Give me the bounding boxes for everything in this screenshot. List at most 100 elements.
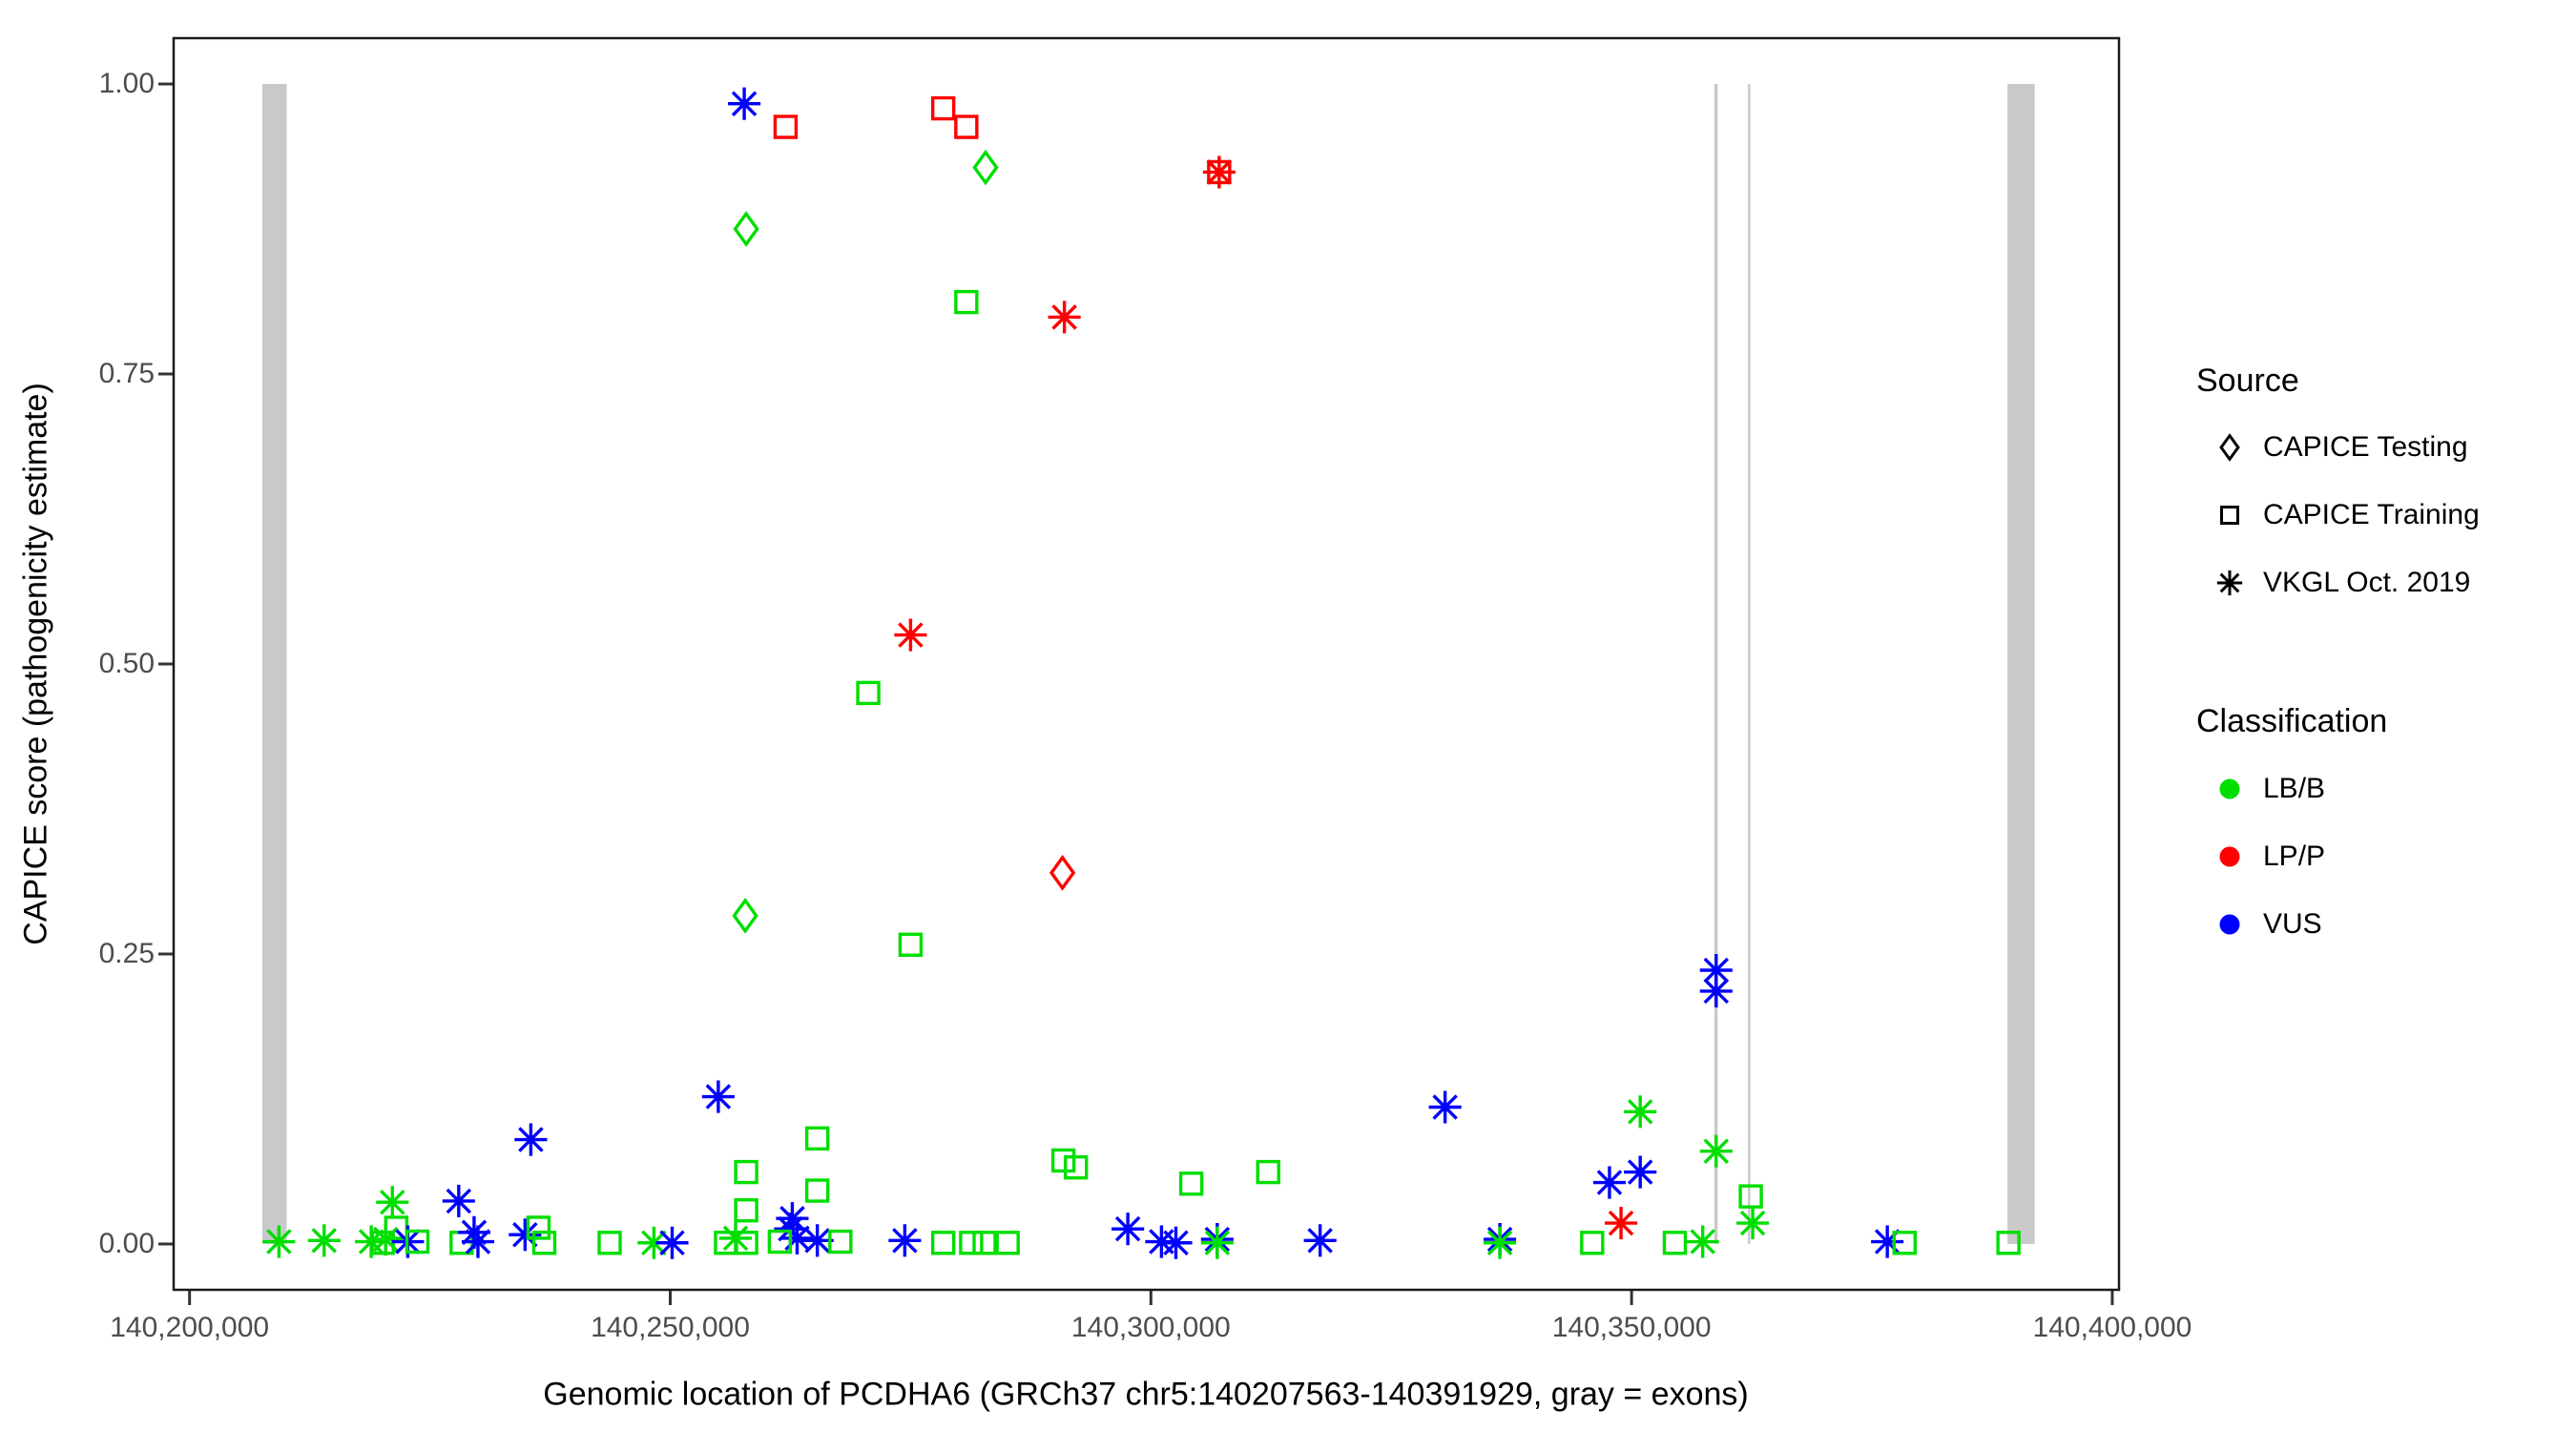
data-point (1303, 1224, 1337, 1257)
data-point (954, 289, 979, 315)
legend-item-asterisk: VKGL Oct. 2019 (2196, 549, 2480, 616)
asterisk-icon (2196, 562, 2263, 604)
data-point (728, 87, 761, 120)
x-tick-label: 140,350,000 (1551, 1312, 1712, 1343)
exon-band (2007, 84, 2035, 1244)
data-point (457, 1215, 490, 1249)
data-point (1428, 1090, 1462, 1124)
x-tick-label: 140,250,000 (591, 1312, 750, 1343)
data-point (1871, 1225, 1904, 1258)
data-point (972, 1231, 997, 1255)
square-icon (2196, 494, 2263, 536)
legend-item-label: CAPICE Training (2263, 498, 2480, 530)
data-point (733, 211, 759, 247)
legend-item-label: LB/B (2263, 772, 2326, 804)
legend-source-title: Source (2196, 363, 2299, 399)
data-point (930, 1231, 956, 1255)
exon-band (261, 84, 287, 1244)
data-point (262, 1225, 296, 1258)
data-point (1699, 1134, 1733, 1168)
data-point (1049, 855, 1076, 891)
y-tick-label: 0.00 (98, 1227, 155, 1259)
data-point (1738, 1184, 1763, 1209)
color-dot-icon (2196, 768, 2263, 810)
data-point (773, 114, 799, 139)
data-point (732, 898, 758, 934)
exon-band (1714, 84, 1718, 1244)
data-point (774, 1213, 807, 1246)
y-tick-label: 1.00 (98, 68, 155, 100)
data-point (898, 932, 924, 957)
data-point (1200, 1226, 1234, 1259)
data-point (1159, 1226, 1193, 1259)
data-point (954, 114, 979, 139)
color-dot-icon (2196, 836, 2263, 878)
data-point (1484, 1226, 1517, 1259)
data-point (734, 1198, 758, 1223)
legend-classification-items: LB/B LP/P VUS (2196, 755, 2325, 958)
exon-bands-layer (261, 84, 2035, 1244)
data-point (376, 1186, 409, 1219)
data-point (972, 149, 999, 186)
legend-item-label: CAPICE Testing (2263, 430, 2468, 463)
y-tick-label: 0.25 (98, 937, 155, 969)
legend-item-label: VUS (2263, 907, 2322, 940)
legend-item-vus: VUS (2196, 890, 2325, 958)
data-point (1624, 1155, 1657, 1189)
data-point (509, 1218, 542, 1252)
legend-item-square: CAPICE Training (2196, 481, 2480, 549)
data-point (1592, 1166, 1627, 1199)
legend-item-lpp: LP/P (2196, 822, 2325, 890)
data-point (856, 680, 881, 706)
y-axis-title: CAPICE score (pathogenicity estimate) (17, 383, 54, 945)
data-point (1699, 953, 1733, 987)
data-point (1892, 1231, 1917, 1255)
data-point (1111, 1213, 1145, 1246)
data-point (828, 1229, 853, 1255)
legend-item-lbb: LB/B (2196, 755, 2325, 822)
data-point (1580, 1231, 1605, 1255)
exon-band (1748, 84, 1751, 1244)
data-point (1604, 1207, 1638, 1240)
data-point (734, 1231, 758, 1255)
data-point (767, 1229, 793, 1255)
data-point (888, 1224, 922, 1257)
data-point (1686, 1225, 1719, 1258)
data-point (1050, 1148, 1076, 1173)
data-point (800, 1224, 834, 1257)
data-point (442, 1184, 475, 1218)
data-point (307, 1224, 341, 1257)
data-point (1064, 1155, 1089, 1180)
data-point (655, 1226, 689, 1259)
data-point (1736, 1207, 1770, 1240)
x-axis-title: Genomic location of PCDHA6 (GRCh37 chr5:… (543, 1376, 1749, 1413)
y-tick-label: 0.75 (98, 358, 155, 389)
diamond-icon (2196, 426, 2263, 468)
data-point (930, 95, 956, 121)
data-point (780, 1221, 814, 1255)
legend-item-diamond: CAPICE Testing (2196, 413, 2480, 481)
data-point (1256, 1159, 1280, 1185)
data-points-layer (262, 87, 2021, 1259)
data-point (1624, 1095, 1657, 1129)
data-point (1662, 1231, 1688, 1255)
x-tick-label: 140,400,000 (2032, 1312, 2192, 1343)
legend-classification-title: Classification (2196, 703, 2388, 739)
data-point (531, 1231, 557, 1255)
data-point (1699, 974, 1733, 1007)
data-point (776, 1202, 809, 1235)
data-point (461, 1225, 495, 1258)
legend-source-items: CAPICE Testing CAPICE Training VKGL Oct. 2… (2196, 413, 2480, 616)
axis-ticks-layer (158, 82, 2114, 1305)
color-dot-icon (2196, 903, 2263, 945)
data-point (637, 1226, 671, 1259)
data-point (894, 618, 927, 652)
data-point (597, 1231, 622, 1255)
data-point (701, 1080, 735, 1113)
y-tick-label: 0.50 (98, 648, 155, 679)
data-point (514, 1123, 548, 1156)
data-point (959, 1231, 984, 1255)
data-point (804, 1126, 830, 1151)
plot-panel-border (172, 36, 2121, 1292)
